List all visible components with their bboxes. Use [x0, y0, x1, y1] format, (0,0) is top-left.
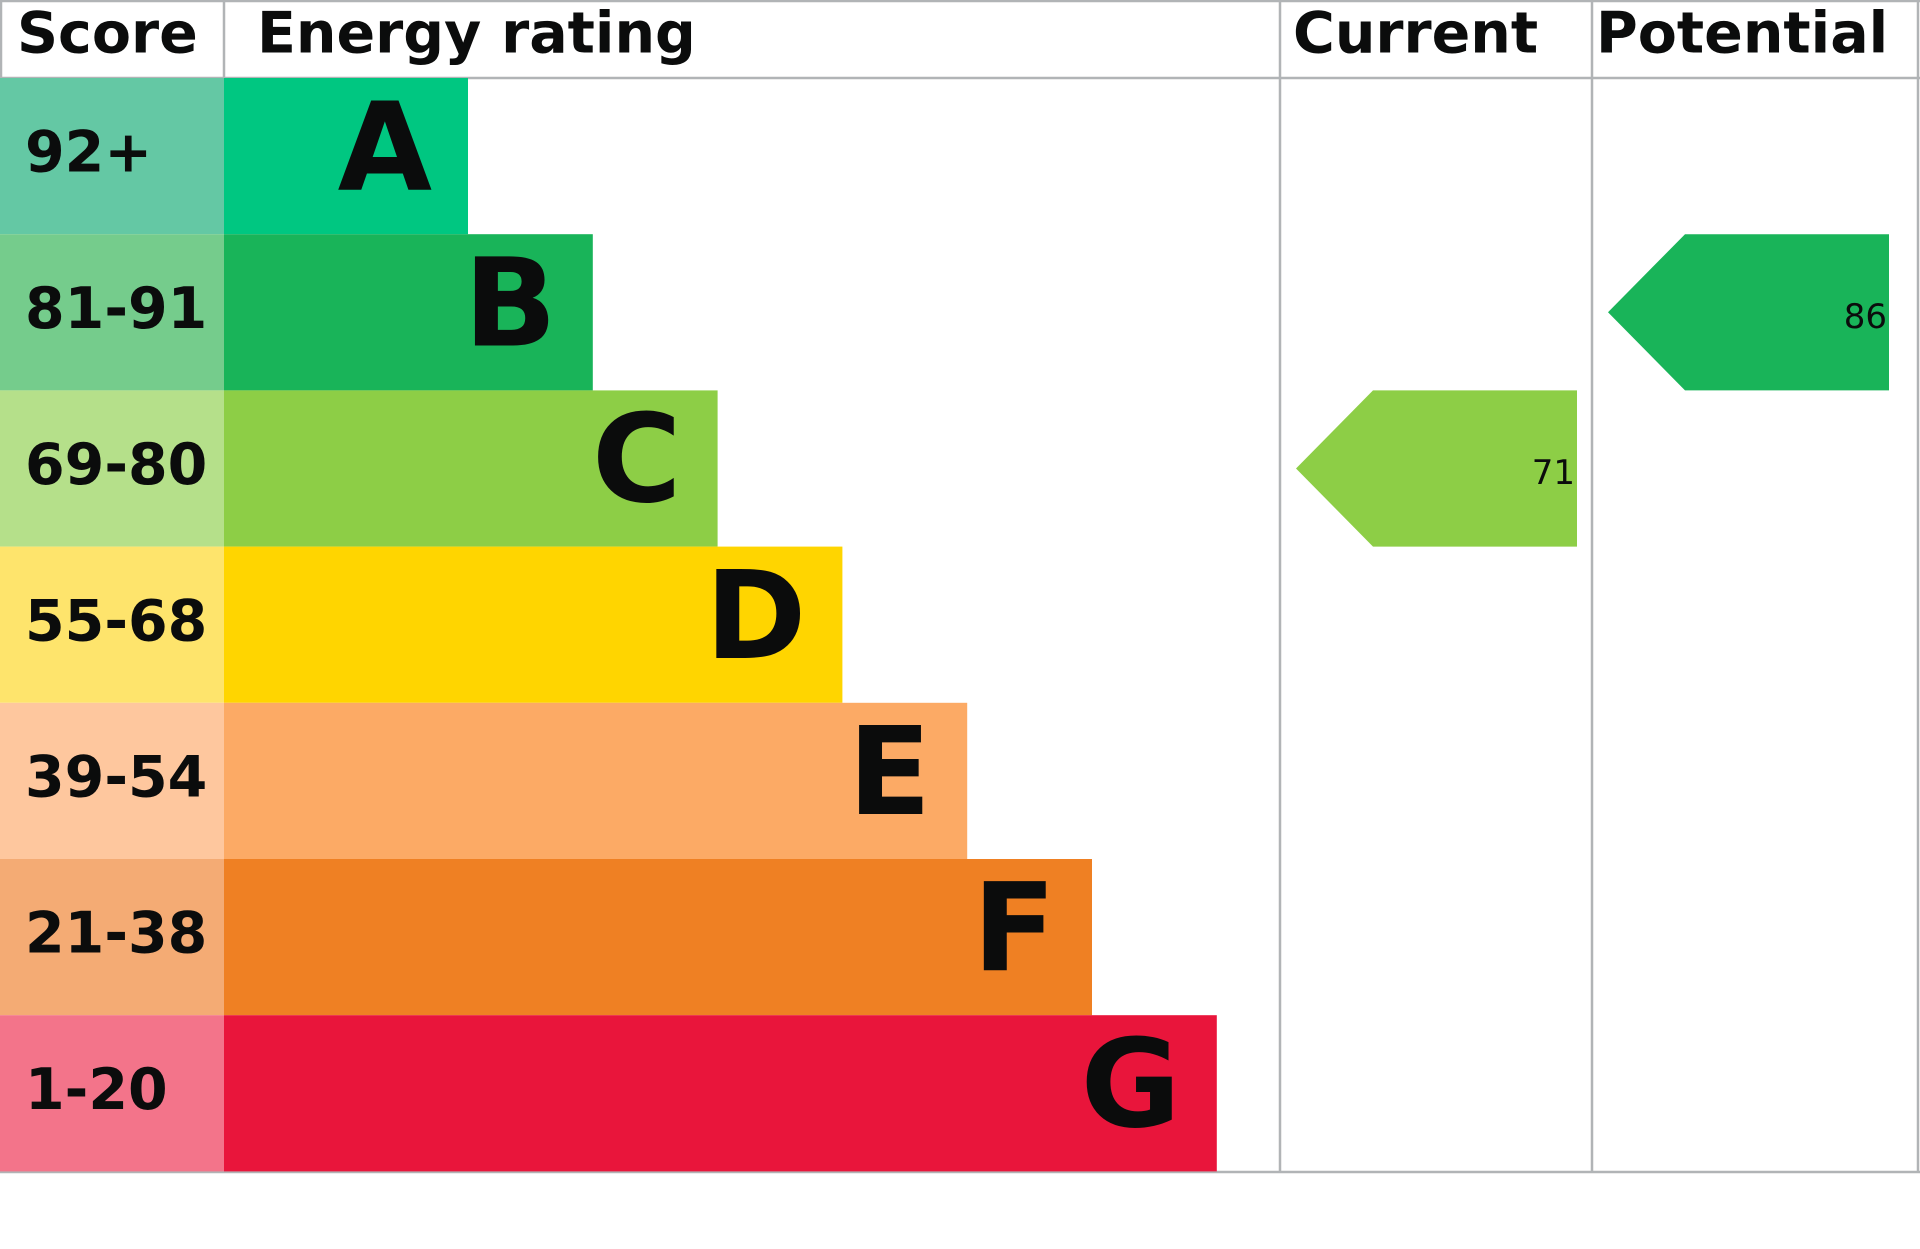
potential-arrow — [1608, 234, 1889, 391]
score-label: 21-38 — [25, 901, 207, 967]
rating-bar — [224, 546, 843, 703]
rating-bar — [224, 1015, 1217, 1172]
rating-letter: E — [848, 701, 931, 843]
score-cell — [0, 702, 224, 859]
header-current: Current — [1293, 1, 1538, 67]
header-score: Score — [17, 1, 198, 67]
rating-letter: D — [705, 545, 806, 687]
potential-value: 86 — [1844, 297, 1887, 337]
current-arrow — [1296, 390, 1577, 547]
header-potential: Potential — [1596, 1, 1888, 67]
rating-letter: F — [973, 857, 1056, 999]
score-cell — [0, 234, 224, 391]
score-label: 69-80 — [25, 432, 207, 498]
rating-letter: C — [592, 389, 682, 531]
score-cell — [0, 78, 224, 235]
rating-letter: B — [464, 232, 557, 374]
rating-bar — [224, 390, 718, 547]
rating-bar — [224, 234, 593, 391]
score-cell — [0, 859, 224, 1016]
score-label: 39-54 — [25, 745, 207, 811]
current-value: 71 — [1532, 453, 1575, 493]
rating-bar — [224, 702, 968, 859]
score-label: 1-20 — [25, 1057, 168, 1123]
score-cell — [0, 546, 224, 703]
score-cell — [0, 1015, 224, 1172]
rating-letter: G — [1081, 1013, 1181, 1155]
header-energy-rating: Energy rating — [257, 1, 696, 67]
score-label: 81-91 — [25, 276, 207, 342]
rating-bar — [224, 859, 1092, 1016]
rating-bar — [224, 78, 468, 235]
score-label: 55-68 — [25, 588, 207, 654]
score-label: 92+ — [25, 120, 152, 186]
score-cell — [0, 390, 224, 547]
rating-letter: A — [338, 76, 432, 218]
